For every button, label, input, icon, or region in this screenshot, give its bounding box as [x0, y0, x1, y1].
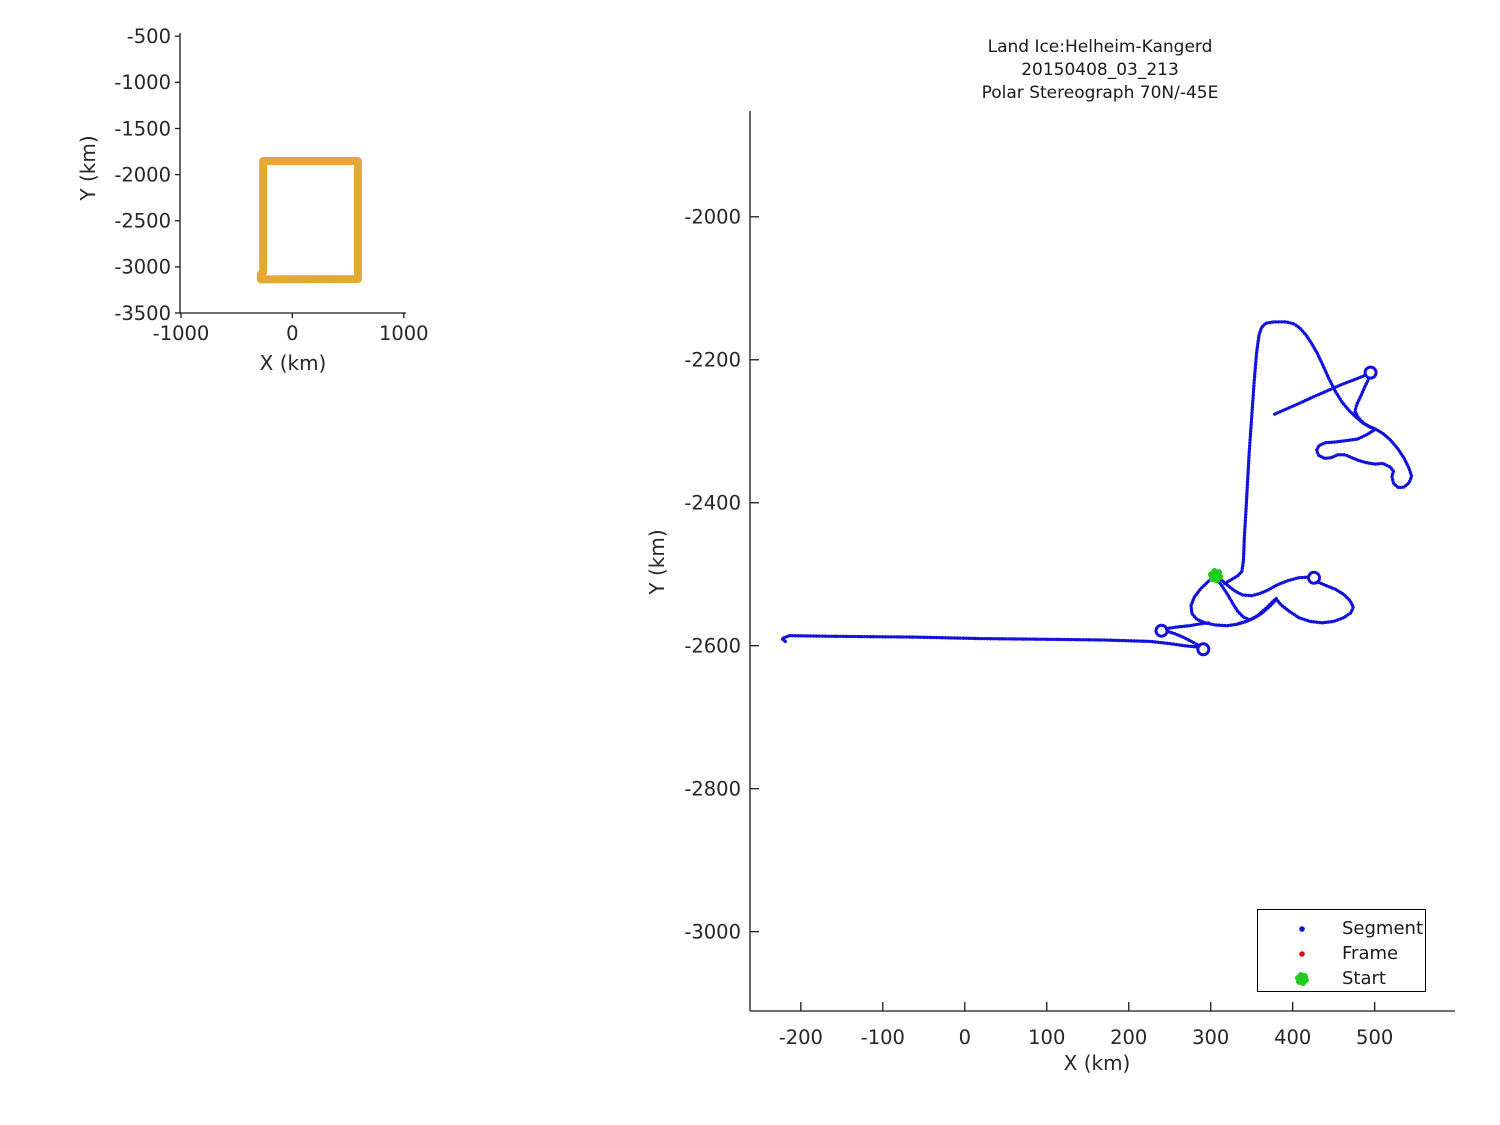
- track-east-survey-loop: [1236, 580, 1355, 626]
- start-marker-icon: [1289, 967, 1315, 991]
- frame-marker-icon: [1289, 942, 1315, 966]
- overview-x-tick-label: -1000: [153, 322, 210, 345]
- legend-dot: [1299, 950, 1305, 957]
- title-line-projection: Polar Stereograph 70N/-45E: [981, 83, 1219, 103]
- overview-y-tick-label: -2000: [114, 163, 171, 186]
- flight-y-tick-label: -2200: [684, 349, 741, 372]
- flight-x-tick-label: 300: [1192, 1026, 1229, 1049]
- legend-dot: [1299, 925, 1305, 932]
- start-point-marker: [1207, 567, 1224, 584]
- overview-x-tick-label: 1000: [379, 322, 429, 345]
- track-start-to-east-circle: [1213, 574, 1310, 598]
- segment-marker-glyph: [1299, 925, 1305, 932]
- legend-box: Segment Frame Start: [1257, 909, 1426, 992]
- track-north-transit-and-arc: [1222, 320, 1378, 586]
- main-plot-title: Land Ice:Helheim-Kangerd 20150408_03_213…: [750, 36, 1450, 105]
- legend-start-flower: [1294, 971, 1310, 986]
- frame-marker-glyph: [1299, 950, 1305, 957]
- flight-x-tick-label: 500: [1356, 1026, 1393, 1049]
- track-inner-strand: [1214, 576, 1252, 622]
- start-marker-core: [1211, 571, 1220, 580]
- track-northeast-hook-loop: [1314, 427, 1414, 490]
- title-line-mission: Land Ice:Helheim-Kangerd: [987, 37, 1213, 57]
- track-west-survey-loop: [1189, 574, 1278, 628]
- main-y-axis-label: Y (km): [645, 529, 669, 595]
- turn-loop-circle: [1154, 623, 1169, 638]
- overview-y-tick-label: -1500: [114, 117, 171, 140]
- legend-row-frame: Frame: [1258, 941, 1425, 966]
- flight-y-tick-label: -2000: [684, 206, 741, 229]
- flight-x-tick-label: 100: [1028, 1026, 1065, 1049]
- legend-row-segment: Segment: [1258, 916, 1425, 941]
- title-line-flight-id: 20150408_03_213: [1021, 60, 1179, 80]
- overview-x-axis-label: X (km): [259, 351, 327, 375]
- overview-y-axis-label: Y (km): [76, 135, 100, 201]
- flight-y-tick-label: -2600: [684, 635, 741, 658]
- start-marker-core: [1298, 974, 1306, 983]
- flight-x-tick-label: 0: [959, 1026, 971, 1049]
- track-turnback-to-second-loop: [1165, 629, 1201, 648]
- segment-marker-icon: [1289, 917, 1315, 941]
- legend-row-start: Start: [1258, 966, 1425, 991]
- overview-y-tick-label: -1000: [114, 71, 171, 94]
- turn-loop-circle: [1196, 642, 1211, 657]
- flight-y-tick-label: -2800: [684, 778, 741, 801]
- flight-y-tick-label: -2400: [684, 492, 741, 515]
- legend-label-start: Start: [1342, 968, 1386, 989]
- track-west-transit-line: [780, 634, 1200, 649]
- overview-y-tick-label: -3500: [114, 302, 171, 325]
- flight-x-tick-label: -200: [779, 1026, 823, 1049]
- track-north-circle-return: [1353, 376, 1378, 431]
- flight-y-tick-label: -3000: [684, 920, 741, 943]
- legend-label-frame: Frame: [1342, 943, 1399, 964]
- turn-loop-circle: [1307, 570, 1321, 585]
- turn-loop-circle: [1363, 365, 1378, 380]
- flight-x-tick-label: 200: [1110, 1026, 1147, 1049]
- flight-x-tick-label: -100: [861, 1026, 905, 1049]
- overview-y-tick-label: -500: [127, 25, 171, 48]
- flight-x-tick-label: 400: [1274, 1026, 1311, 1049]
- track-free-diagonal-leg: [1273, 373, 1367, 416]
- start-marker-glyph: [1294, 971, 1310, 986]
- coverage-box-outline: [256, 157, 362, 284]
- overview-x-tick-label: 0: [286, 322, 298, 345]
- overview-y-tick-label: -2500: [114, 210, 171, 233]
- legend-label-segment: Segment: [1342, 918, 1423, 939]
- overview-y-tick-label: -3000: [114, 256, 171, 279]
- main-x-axis-label: X (km): [1063, 1051, 1131, 1075]
